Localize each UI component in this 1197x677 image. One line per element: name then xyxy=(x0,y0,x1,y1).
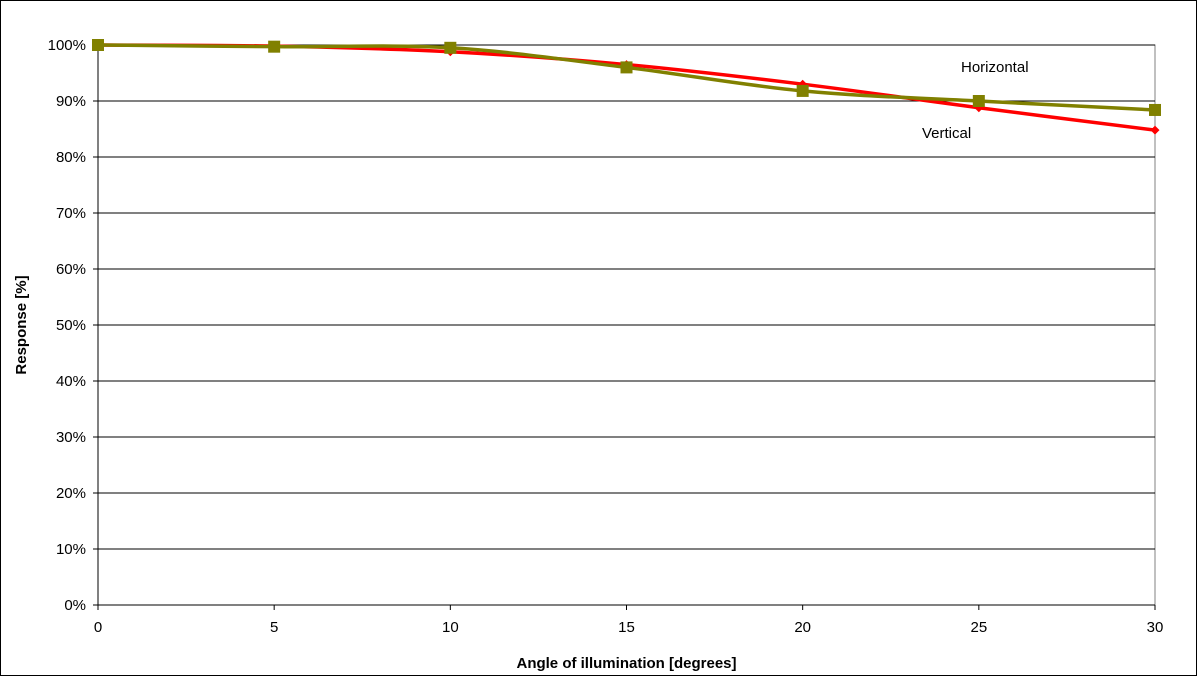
x-tick-label: 15 xyxy=(618,619,635,636)
data-point-horizontal xyxy=(796,84,809,97)
data-point-horizontal xyxy=(444,41,457,54)
x-tick-label: 5 xyxy=(270,619,278,636)
y-tick-label: 90% xyxy=(56,93,86,110)
annotation-horizontal: Horizontal xyxy=(961,59,1029,76)
y-tick-label: 100% xyxy=(48,37,86,54)
data-point-horizontal xyxy=(1149,103,1161,116)
series-horizontal xyxy=(92,39,1161,116)
x-tick-label: 20 xyxy=(794,619,811,636)
axes: 0% 10% 20% 30% 40% 50% 60% 70% 80% 90% 100% 0 5 10 15 2… xyxy=(48,37,1164,636)
y-tick-label: 80% xyxy=(56,149,86,166)
y-tick-label: 30% xyxy=(56,429,86,446)
y-tick-label: 20% xyxy=(56,485,86,502)
y-tick-label: 70% xyxy=(56,205,86,222)
annotation-vertical: Vertical xyxy=(922,125,971,142)
data-point-horizontal xyxy=(92,39,104,51)
data-point-horizontal xyxy=(268,40,281,53)
y-tick-label: 60% xyxy=(56,261,86,278)
x-tick-label: 30 xyxy=(1147,619,1164,636)
y-tick-label: 10% xyxy=(56,541,86,558)
data-point-vertical xyxy=(1150,125,1160,135)
data-point-horizontal xyxy=(972,95,985,107)
y-tick-label: 40% xyxy=(56,373,86,390)
y-tick-label: 0% xyxy=(64,597,86,614)
y-axis-title: Response [%] xyxy=(13,275,30,374)
x-tick-label: 25 xyxy=(970,619,987,636)
x-axis-title: Angle of illumination [degrees] xyxy=(516,655,736,672)
data-point-horizontal xyxy=(620,61,633,74)
x-tick-label: 10 xyxy=(442,619,459,636)
series-layer xyxy=(92,39,1161,135)
x-tick-label: 0 xyxy=(94,619,102,636)
y-tick-label: 50% xyxy=(56,317,86,334)
